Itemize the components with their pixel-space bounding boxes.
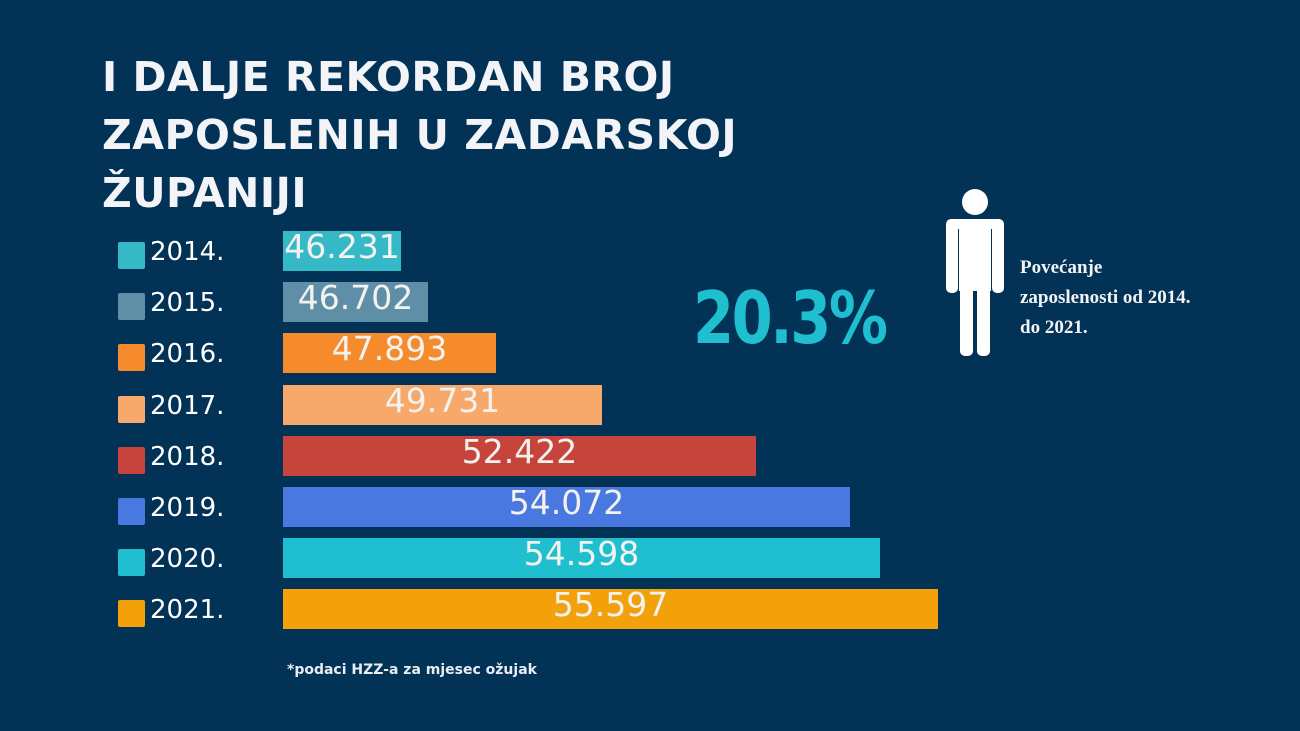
bar: 49.731 <box>283 381 602 425</box>
legend-swatch <box>118 498 145 525</box>
bar-value-label: 47.893 <box>331 329 448 369</box>
year-label: 2018. <box>150 441 225 472</box>
bar-row: 2014. 46.231 <box>0 227 1000 271</box>
title-line-2: ZAPOSLENIH U ZADARSKOJ <box>102 111 738 159</box>
title-line-1: I DALJE REKORDAN BROJ <box>102 53 675 101</box>
bar: 54.598 <box>283 534 880 579</box>
legend-swatch <box>118 344 145 372</box>
source-footnote: *podaci HZZ-a za mjesec ožujak <box>287 662 537 678</box>
description-line-3: do 2021. <box>1020 317 1088 338</box>
bar-value-label: 52.422 <box>461 431 578 471</box>
year-label: 2020. <box>150 544 225 575</box>
bar-row: 2015. 46.702 <box>0 278 1000 323</box>
legend-swatch <box>118 293 145 321</box>
bar-row: 2016. 47.893 <box>0 329 1000 374</box>
bar: 55.597 <box>283 585 938 630</box>
legend-swatch <box>118 446 145 474</box>
bar: 54.072 <box>283 483 850 527</box>
bar-row: 2018. 52.422 <box>0 432 1000 476</box>
bar: 46.702 <box>283 278 428 323</box>
year-label: 2016. <box>150 339 225 370</box>
legend-swatch <box>118 600 145 628</box>
bar-value-label: 54.598 <box>523 534 640 574</box>
description-line-1: Povećanje <box>1020 257 1103 278</box>
bar-row: 2020. 54.598 <box>0 534 1000 579</box>
bar: 52.422 <box>283 432 756 476</box>
page-title: I DALJE REKORDAN BROJ ZAPOSLENIH U ZADAR… <box>102 48 737 222</box>
year-label: 2021. <box>150 595 225 626</box>
person-icon <box>946 189 1004 356</box>
growth-percentage: 20.3% <box>693 276 888 360</box>
bar: 46.231 <box>283 227 401 271</box>
bar-value-label: 54.072 <box>508 483 625 522</box>
description-line-2: zaposlenosti od 2014. <box>1020 287 1191 308</box>
bar-row: 2021. 55.597 <box>0 585 1000 630</box>
legend-swatch <box>118 549 145 577</box>
legend-swatch <box>118 395 145 423</box>
title-line-3: ŽUPANIJI <box>102 169 308 217</box>
bar-row: 2017. 49.731 <box>0 381 1000 425</box>
year-label: 2017. <box>150 390 225 421</box>
year-label: 2019. <box>150 493 225 523</box>
legend-swatch <box>118 242 145 269</box>
bar-value-label: 46.231 <box>284 227 400 266</box>
growth-description: Povećanje zaposlenosti od 2014. do 2021. <box>1020 253 1191 343</box>
bar-value-label: 46.702 <box>297 278 414 318</box>
bar-row: 2019. 54.072 <box>0 483 1000 527</box>
year-label: 2014. <box>150 237 225 267</box>
bar: 47.893 <box>283 329 496 374</box>
bar-value-label: 55.597 <box>552 585 669 625</box>
year-label: 2015. <box>150 288 225 319</box>
bar-value-label: 49.731 <box>384 380 501 420</box>
